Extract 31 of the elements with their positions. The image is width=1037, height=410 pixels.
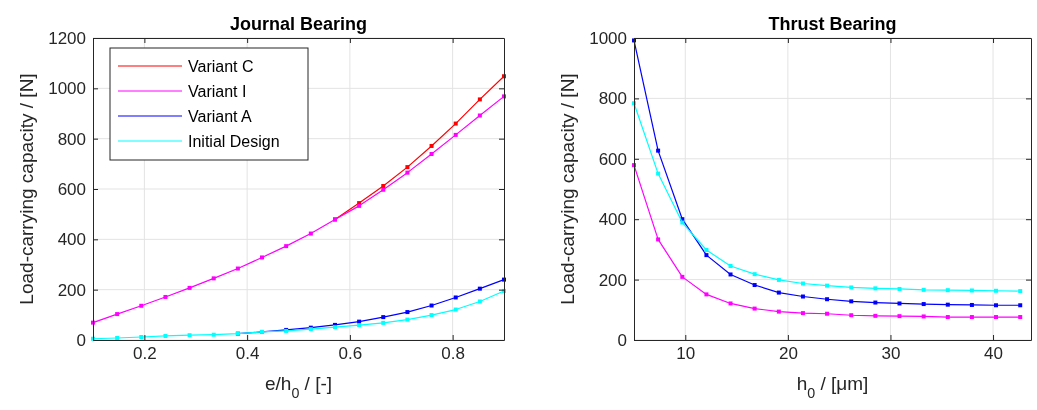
x-tick-label: 30: [881, 344, 901, 364]
x-tick-label: 0.6: [338, 344, 363, 364]
chart-title: Thrust Bearing: [768, 14, 897, 34]
x-tick-label: 40: [984, 344, 1003, 364]
x-axis-title: h$_{0}$ / [μm]: [796, 373, 869, 401]
legend-label: Variant C: [188, 58, 254, 75]
y-axis-title: Load-carrying capacity / [N]: [16, 73, 37, 305]
y-tick-label: 800: [598, 89, 627, 109]
legend-label: Initial Design: [188, 133, 280, 150]
y-tick-label: 200: [57, 280, 86, 300]
y-tick-label: 0: [617, 330, 627, 350]
y-tick-label: 200: [598, 270, 627, 290]
chart-title: Journal Bearing: [229, 14, 368, 34]
y-tick-label: 400: [598, 210, 627, 230]
y-tick-label: 600: [598, 149, 627, 169]
y-axis-title: Load-carrying capacity / [N]: [557, 73, 578, 305]
x-axis-title: e/h$_{0}$ / [-]: [264, 373, 333, 401]
y-tick-label: 1000: [48, 79, 86, 99]
x-tick-label: 10: [676, 344, 696, 364]
y-tick-label: 600: [57, 179, 86, 199]
legend-label: Variant A: [188, 108, 253, 125]
y-tick-label: 1200: [48, 28, 86, 48]
y-tick-label: 0: [76, 330, 86, 350]
legend-label: Variant I: [188, 83, 247, 100]
y-tick-label: 1000: [589, 28, 627, 48]
x-tick-label: 20: [778, 344, 798, 364]
y-tick-label: 400: [57, 230, 86, 250]
y-tick-label: 800: [57, 129, 86, 149]
x-tick-label: 0.4: [235, 344, 260, 364]
x-tick-label: 0.2: [133, 344, 157, 364]
x-tick-label: 0.8: [441, 344, 465, 364]
